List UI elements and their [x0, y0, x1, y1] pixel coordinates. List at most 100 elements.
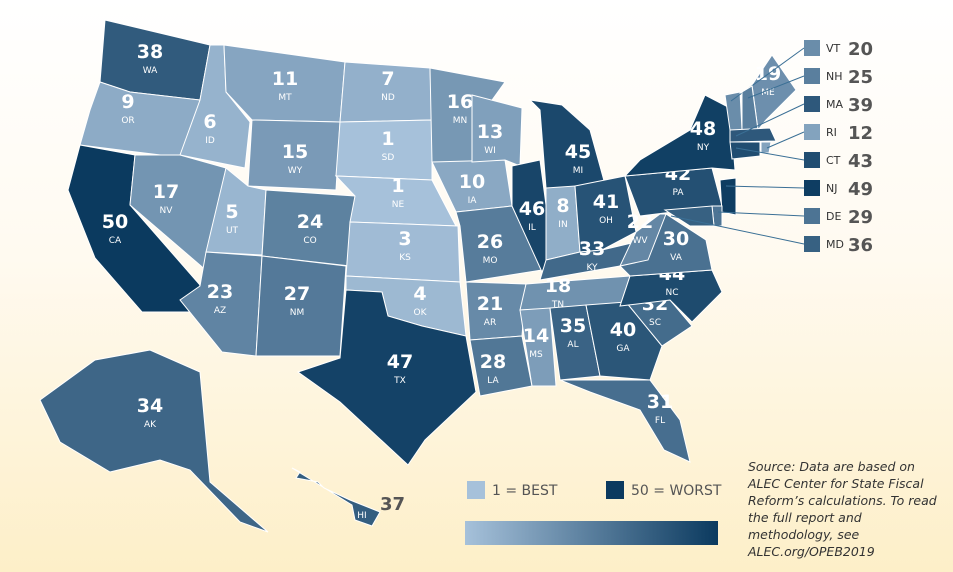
- state-rank: 22: [627, 211, 653, 233]
- state: [179, 251, 263, 357]
- state-abbr: MN: [453, 116, 468, 126]
- state-rank: 40: [610, 319, 636, 341]
- state-rank: 50: [102, 211, 128, 233]
- state-rank: 1: [381, 128, 394, 150]
- state-abbr: KY: [586, 263, 598, 273]
- leader-line: [725, 185, 805, 189]
- state-abbr: CA: [109, 236, 122, 246]
- state-abbr: GA: [616, 344, 630, 354]
- state-abbr: NH: [826, 70, 843, 83]
- state-abbr: SC: [649, 318, 661, 328]
- state-rank-callout: 12: [848, 123, 873, 144]
- state-abbr: NE: [392, 200, 405, 210]
- state-abbr: MD: [826, 238, 844, 251]
- state-abbr: OK: [414, 308, 428, 318]
- state-rank: 16: [447, 91, 473, 113]
- leader-line: [735, 147, 805, 161]
- state-rank: 5: [225, 201, 238, 223]
- state-abbr: WI: [484, 146, 496, 156]
- state-abbr: ME: [761, 88, 775, 98]
- leader-line: [747, 75, 805, 99]
- state-rank: 47: [387, 351, 413, 373]
- state-abbr: TN: [551, 300, 564, 310]
- callout-swatch: [804, 152, 820, 168]
- state-rank: 35: [560, 315, 586, 337]
- state-rank: 8: [556, 195, 569, 217]
- state-rank: 1: [391, 175, 404, 197]
- state-abbr: AK: [144, 420, 157, 430]
- callout-swatch: [804, 68, 820, 84]
- state: [585, 301, 663, 381]
- state-rank: 45: [565, 141, 591, 163]
- callout-swatch: [804, 208, 820, 224]
- state-rank: 11: [272, 68, 298, 90]
- state-abbr: FL: [655, 416, 665, 426]
- state: [291, 467, 381, 527]
- state-abbr: IL: [528, 223, 536, 233]
- legend-swatch-best: [467, 481, 485, 499]
- state-abbr: UT: [226, 226, 239, 236]
- state: [623, 94, 736, 177]
- state-rank: 14: [523, 325, 549, 347]
- state-abbr: CT: [826, 154, 841, 167]
- state-rank: 15: [282, 141, 308, 163]
- state-rank: 33: [579, 238, 605, 260]
- state: [559, 379, 691, 463]
- state-rank: 10: [459, 171, 485, 193]
- state: [574, 175, 637, 253]
- state-abbr: NM: [290, 308, 305, 318]
- state-rank: 13: [477, 121, 503, 143]
- legend-gradient: [465, 521, 718, 545]
- state-abbr: MO: [483, 256, 498, 266]
- state-abbr: MS: [529, 350, 543, 360]
- state: [39, 349, 269, 533]
- state-abbr: LA: [487, 376, 499, 386]
- callout-swatch: [804, 96, 820, 112]
- legend-worst: 50 = WORST: [631, 483, 722, 499]
- state-abbr: OH: [599, 216, 613, 226]
- state-rank: 46: [519, 198, 545, 220]
- state: [471, 94, 523, 167]
- state-rank: 38: [137, 41, 163, 63]
- state-rank: 30: [663, 228, 689, 250]
- callout-swatch: [804, 40, 820, 56]
- state-rank: 18: [545, 275, 571, 297]
- state-abbr: VT: [826, 42, 841, 55]
- state-abbr: NV: [160, 206, 174, 216]
- state-abbr: AL: [567, 340, 578, 350]
- state-rank: 4: [413, 283, 426, 305]
- state-abbr: HI: [357, 511, 366, 521]
- callout-swatch: [804, 124, 820, 140]
- state: [729, 141, 761, 160]
- state: [255, 255, 347, 357]
- state-rank-callout: 36: [848, 235, 873, 256]
- state: [619, 213, 667, 267]
- state-rank: 7: [381, 68, 394, 90]
- state: [663, 205, 715, 227]
- state-abbr: ID: [205, 136, 215, 146]
- state-rank-callout: 37: [380, 494, 405, 515]
- legend-best: 1 = BEST: [492, 483, 558, 499]
- state-rank: 3: [398, 228, 411, 250]
- state-abbr: RI: [826, 126, 837, 139]
- state-rank: 6: [203, 111, 216, 133]
- state-rank-callout: 43: [848, 151, 873, 172]
- leader-line: [670, 215, 805, 245]
- state-abbr: AZ: [214, 306, 226, 316]
- legend-swatch-worst: [606, 481, 624, 499]
- state-rank: 26: [477, 231, 503, 253]
- state-abbr: PA: [672, 188, 684, 198]
- state-rank: 48: [690, 118, 716, 140]
- state-abbr: KS: [399, 253, 411, 263]
- state-abbr: OR: [121, 116, 134, 126]
- state-rank: 17: [153, 181, 179, 203]
- state-rank: 27: [284, 283, 310, 305]
- state-abbr: SD: [382, 153, 395, 163]
- source-note: Source: Data are based on ALEC Center fo…: [748, 459, 937, 559]
- state-rank-callout: 49: [848, 179, 873, 200]
- state-abbr: CO: [303, 236, 316, 246]
- state: [519, 307, 557, 387]
- state-abbr: MI: [573, 166, 583, 176]
